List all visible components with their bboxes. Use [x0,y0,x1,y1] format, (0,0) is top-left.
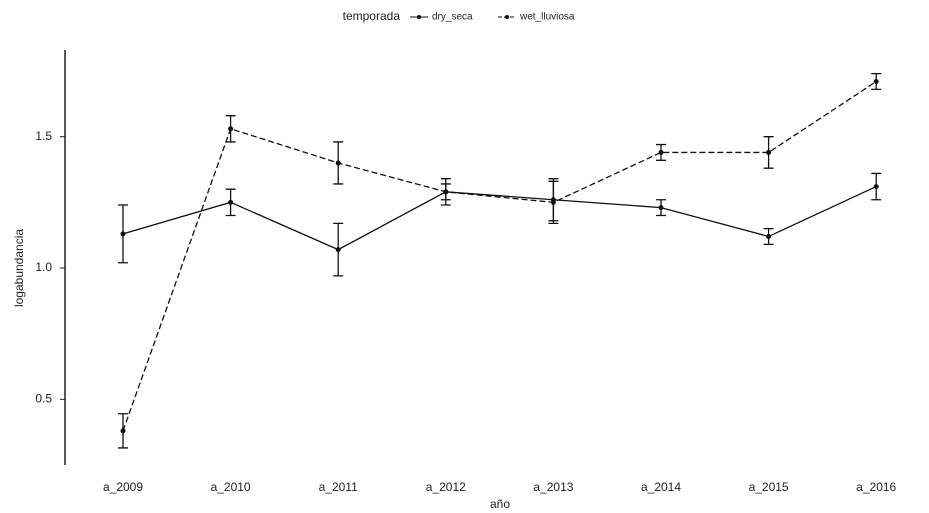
point [335,160,341,166]
point [873,79,879,85]
point [766,233,772,239]
x-tick-label: a_2013 [533,480,573,494]
x-tick-label: a_2011 [319,480,358,494]
x-axis-label: año [490,497,510,511]
x-tick-label: a_2009 [103,480,143,494]
x-tick-label: a_2014 [641,480,681,494]
y-tick-label: 1.0 [35,260,52,274]
legend-point [505,15,509,19]
point [228,126,234,132]
point [335,247,341,253]
point [443,189,449,195]
point [658,205,664,211]
x-tick-label: a_2010 [211,480,251,494]
legend-point [417,15,421,19]
y-tick-label: 1.5 [35,129,52,143]
x-tick-label: a_2016 [856,480,896,494]
series-line [122,80,877,432]
legend-title: temporada [343,9,401,23]
point [658,149,664,155]
legend-label: wet_lluviosa [519,12,575,23]
point [228,199,234,205]
series-line [122,185,877,251]
point [120,428,126,434]
x-tick-label: a_2015 [749,480,789,494]
point [550,199,556,205]
point [766,149,772,155]
legend-label: dry_seca [432,12,473,23]
y-tick-label: 0.5 [35,392,52,406]
point [873,184,879,190]
y-axis-label: logabundancia [12,229,26,307]
point [120,231,126,237]
x-tick-label: a_2012 [426,480,466,494]
